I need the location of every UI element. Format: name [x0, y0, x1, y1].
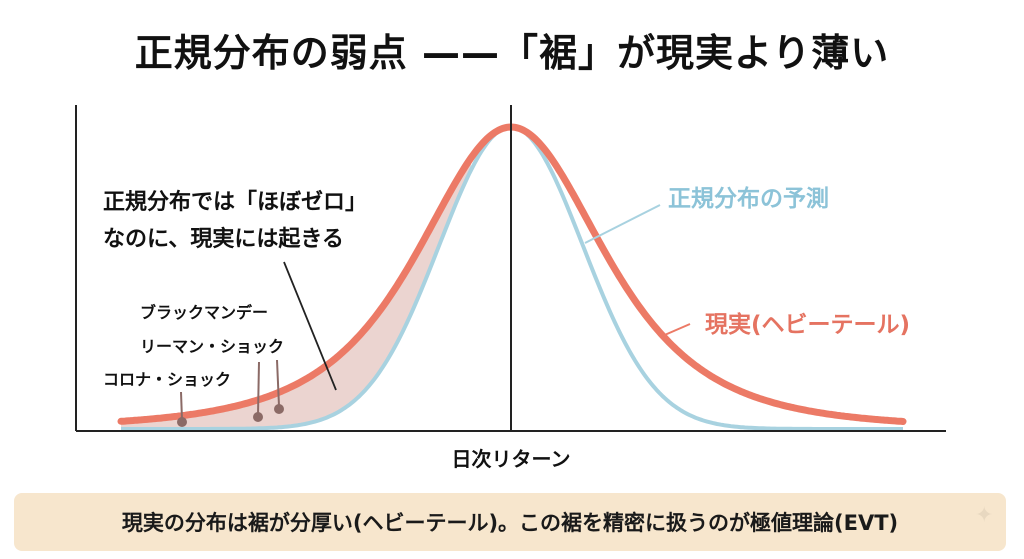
event-label-black-monday: ブラックマンデー [140, 303, 268, 322]
event-leader-3 [180, 391, 183, 421]
event-dot-lehman [253, 412, 263, 422]
real-curve-label: 現実(ヘビーテール) [705, 311, 910, 338]
event-dot-corona [177, 417, 187, 427]
x-axis-label: 日次リターン [452, 447, 571, 471]
normal-label-leader [584, 204, 661, 244]
caption-text: 現実の分布は裾が分厚い(ヘビーテール)。この裾を精密に扱うのが極値理論(EVT) [121, 511, 899, 535]
caption-box: 現実の分布は裾が分厚い(ヘビーテール)。この裾を精密に扱うのが極値理論(EVT) [14, 493, 1006, 551]
page-title: 正規分布の弱点 ——「裾」が現実より薄い [134, 31, 890, 75]
sparkle-icon: ✦ [975, 503, 994, 528]
real-label-leader [659, 323, 691, 338]
event-label-corona: コロナ・ショック [103, 370, 231, 389]
normal-curve-label: 正規分布の予測 [668, 185, 829, 212]
event-label-lehman: リーマン・ショック [140, 337, 284, 356]
event-leader-1 [276, 359, 280, 407]
event-dot-black-monday [274, 404, 284, 414]
annotation-leader [283, 261, 337, 391]
event-leader-2 [257, 361, 260, 416]
annotation-line-1: 正規分布では「ほぼゼロ」 [103, 189, 367, 215]
tail-shaded-area [121, 157, 471, 429]
annotation-line-2: なのに、現実には起きる [103, 226, 344, 252]
